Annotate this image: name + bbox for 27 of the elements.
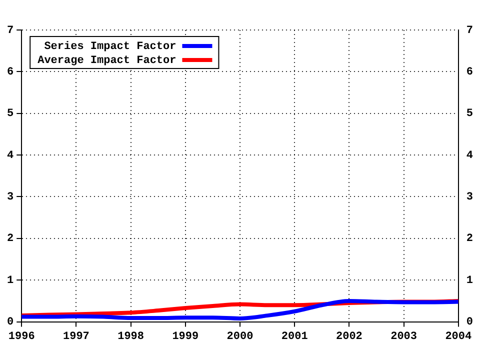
legend-label: Series Impact Factor (44, 40, 176, 53)
y2-tick-label: 1 (466, 274, 474, 287)
x-tick-label: 1996 (8, 331, 35, 344)
y-tick-label: 4 (6, 150, 14, 162)
x-tick-label: 1999 (172, 331, 199, 344)
legend-label: Average Impact Factor (38, 54, 176, 67)
x-tick-label: 2003 (390, 331, 418, 344)
y-tick-label: 0 (6, 316, 14, 329)
y2-tick-label: 5 (466, 108, 474, 120)
y-tick-label: 6 (6, 66, 14, 78)
y-tick-label: 5 (6, 108, 14, 120)
x-tick-label: 1998 (118, 331, 144, 344)
x-tick-label: 1997 (63, 331, 90, 344)
y-tick-label: 3 (6, 192, 14, 204)
x-tick-label: 2001 (281, 331, 308, 344)
y2-tick-label: 2 (466, 233, 474, 246)
x-tick-label: 2000 (226, 331, 254, 344)
x-tick-label: 2004 (445, 331, 472, 344)
y-tick-label: 2 (6, 233, 14, 246)
y-tick-label: 1 (6, 274, 14, 287)
y2-tick-label: 7 (466, 24, 474, 37)
y2-tick-label: 3 (466, 192, 474, 204)
y2-tick-label: 6 (466, 66, 474, 78)
y2-tick-label: 4 (466, 150, 474, 162)
x-tick-label: 2002 (336, 331, 362, 344)
y-tick-label: 7 (6, 24, 14, 37)
y2-tick-label: 0 (466, 316, 474, 329)
